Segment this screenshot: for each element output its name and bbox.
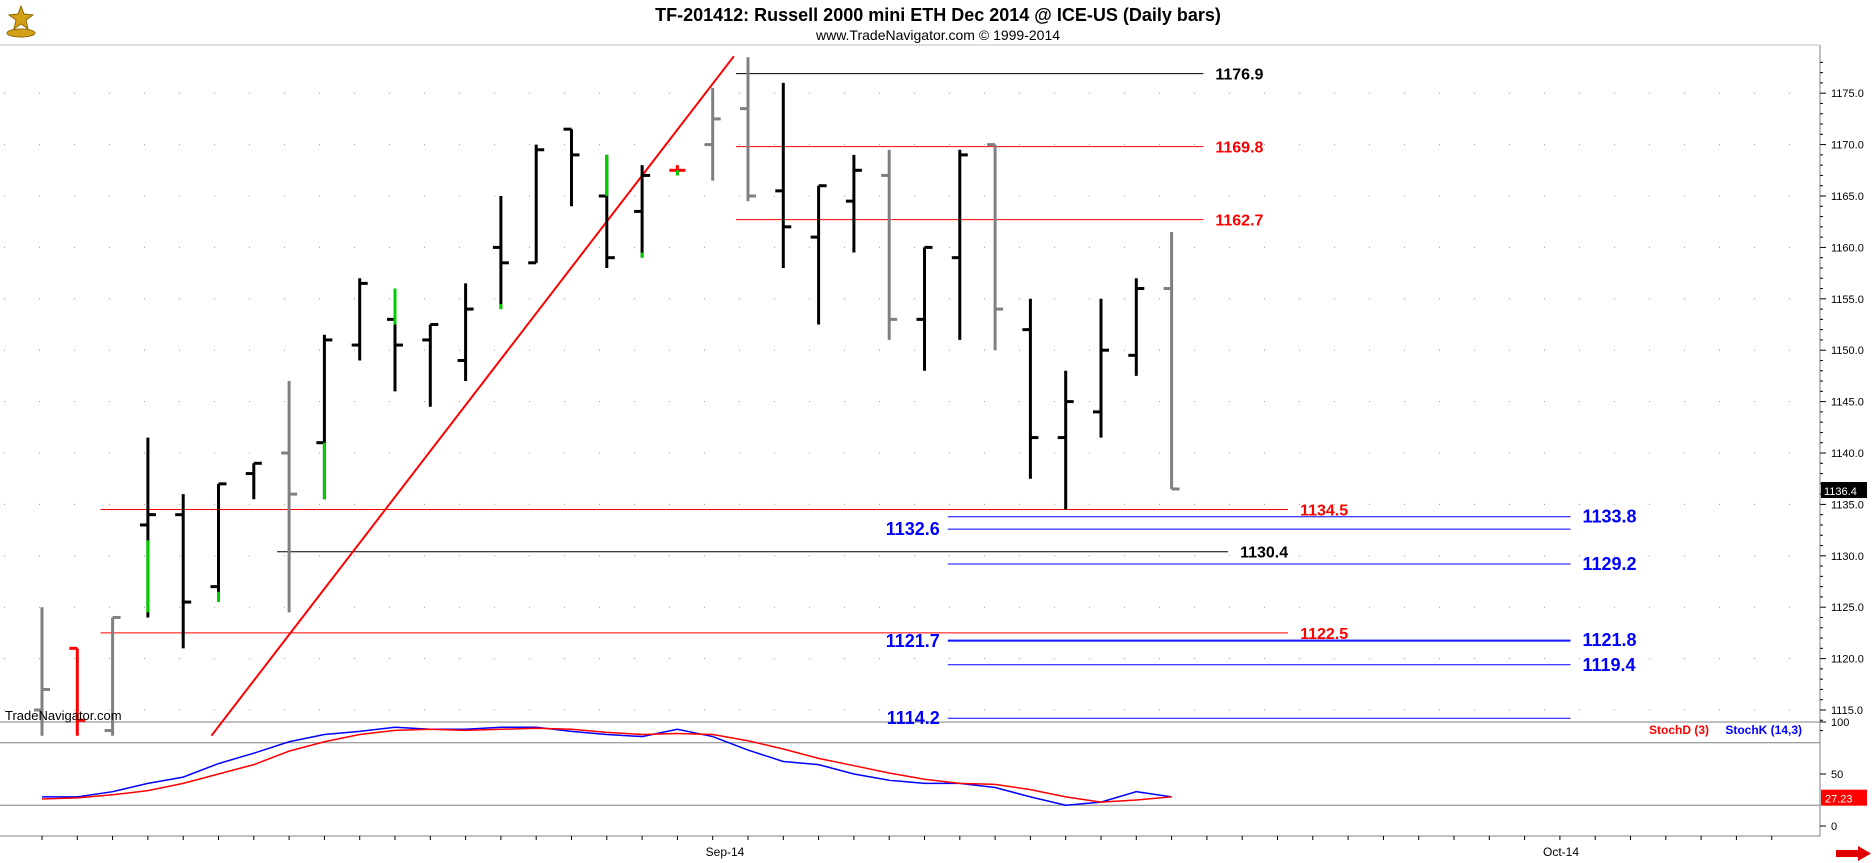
y-tick-label: 1175.0	[1831, 88, 1864, 100]
ohlc-bar	[987, 143, 1004, 351]
level-label: 1132.6	[886, 519, 940, 539]
level-label: 1121.8	[1582, 630, 1636, 650]
y-tick-label: 1135.0	[1831, 499, 1864, 511]
ohlc-bar	[916, 245, 933, 371]
ohlc-bar	[245, 461, 262, 500]
level-label: 1130.4	[1240, 545, 1288, 562]
ohlc-bar	[740, 57, 756, 202]
level-label: 1134.5	[1300, 503, 1348, 520]
chart-title: TF-201412: Russell 2000 mini ETH Dec 201…	[655, 5, 1221, 25]
ohlc-bar	[810, 184, 827, 325]
stochastic-panel: 0 50 100 27.23	[0, 717, 1867, 833]
ohlc-bar	[457, 283, 474, 382]
ohlc-bar	[34, 607, 50, 736]
price-axis: 1115.0 1120.0 1125.0 1130.0 1135.0 1140.0 1145…	[41, 61, 1867, 840]
x-tick-label-oct: Oct-14	[1543, 845, 1579, 859]
last-price-label: 1136.4	[1824, 486, 1857, 498]
stoch-tick-label: 0	[1831, 821, 1837, 833]
level-label: 1122.5	[1300, 626, 1348, 643]
level-label: 1114.2	[887, 708, 940, 728]
ohlc-bar	[175, 494, 192, 649]
stoch-value-box	[1821, 789, 1867, 806]
stoch-tick-label: 50	[1831, 769, 1843, 781]
ohlc-bar	[1057, 370, 1074, 510]
ohlc-bar	[1022, 298, 1039, 479]
chart-frame	[0, 44, 1821, 837]
level-label: 1169.8	[1215, 140, 1263, 157]
ohlc-bar	[563, 127, 580, 207]
y-tick-label: 1160.0	[1831, 242, 1864, 254]
y-tick-label: 1140.0	[1831, 448, 1864, 460]
x-tick-label-sep: Sep-14	[706, 845, 745, 859]
ohlc-bar	[210, 482, 227, 603]
level-label: 1162.7	[1215, 213, 1263, 230]
level-label: 1119.4	[1582, 655, 1635, 675]
y-tick-label: 1150.0	[1831, 345, 1864, 357]
stoch-series-line	[41, 727, 1172, 803]
y-tick-label: 1145.0	[1831, 397, 1864, 409]
level-label: 1176.9	[1215, 67, 1263, 84]
y-tick-label: 1170.0	[1831, 140, 1864, 152]
ohlc-bar	[951, 149, 968, 340]
y-tick-label: 1115.0	[1831, 705, 1863, 717]
ohlc-bar	[422, 323, 439, 407]
stoch-series-line	[42, 726, 1172, 806]
ohlc-bar	[281, 381, 298, 613]
stoch-d-legend: StochD (3)	[1649, 723, 1709, 737]
level-label: 1133.8	[1582, 507, 1636, 527]
ohlc-bar	[69, 646, 86, 736]
stoch-value-label: 27.23	[1825, 794, 1853, 806]
ohlc-bar	[528, 144, 545, 265]
level-label: 1129.2	[1582, 554, 1636, 574]
ohlc-bar	[351, 278, 368, 361]
trade-navigator-logo-icon[interactable]	[6, 4, 36, 38]
last-price-box	[1821, 482, 1867, 499]
ohlc-bar	[634, 165, 651, 258]
price-bars	[34, 57, 1180, 736]
ohlc-bar	[704, 88, 721, 181]
price-grid	[4, 92, 1814, 711]
ohlc-bar	[881, 149, 898, 340]
stoch-tick-label: 100	[1831, 717, 1849, 729]
y-tick-label: 1165.0	[1831, 191, 1864, 203]
scroll-right-arrow-icon[interactable]	[1833, 846, 1871, 861]
copyright-text: www.TradeNavigator.com © 1999-2014	[815, 27, 1060, 43]
ohlc-bar	[104, 615, 121, 736]
y-tick-label: 1120.0	[1831, 654, 1864, 666]
ohlc-bar	[775, 82, 792, 268]
stoch-k-legend: StochK (14,3)	[1725, 723, 1802, 737]
ohlc-bar	[1093, 298, 1109, 438]
level-label: 1121.7	[886, 631, 940, 651]
y-tick-label: 1130.0	[1831, 551, 1864, 563]
trendline-segment	[210, 55, 735, 737]
ohlc-bar	[492, 196, 509, 310]
y-tick-label: 1125.0	[1831, 602, 1864, 614]
watermark-text: TradeNavigator.com	[5, 708, 122, 723]
trendline	[210, 55, 735, 737]
support-resistance-levels: 1176.9 1169.8 1162.7 1134.5 1133.8 1132.6 1130…	[100, 67, 1637, 728]
y-tick-label: 1155.0	[1831, 294, 1864, 306]
ohlc-bar	[1128, 278, 1145, 376]
ohlc-bar	[845, 154, 862, 253]
ohlc-bar	[1163, 231, 1180, 491]
